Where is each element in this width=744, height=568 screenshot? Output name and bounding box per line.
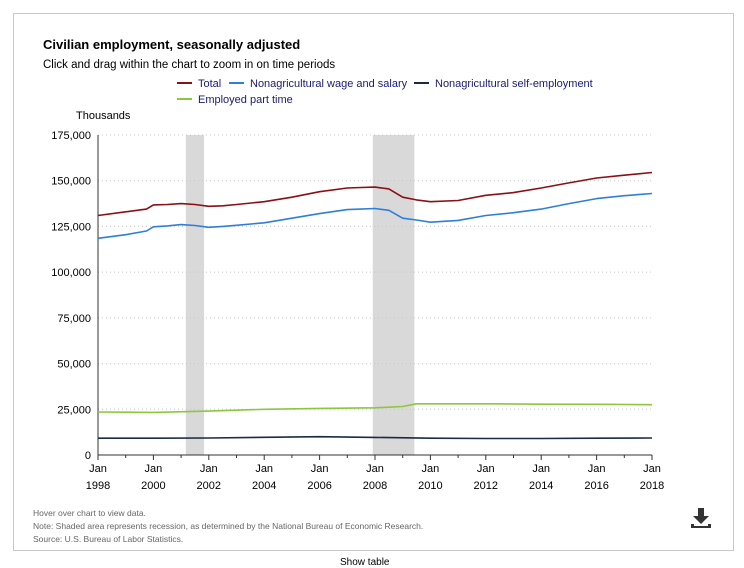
legend-item-total[interactable]: Total [177, 78, 221, 90]
x-tick-month: Jan [145, 463, 163, 475]
legend-swatch-total [177, 82, 192, 85]
y-tick-label: 50,000 [57, 359, 91, 371]
legend-item-part-time[interactable]: Employed part time [177, 94, 293, 106]
x-tick-year: 2000 [141, 480, 165, 492]
x-tick-year: 2014 [529, 480, 553, 492]
y-tick-label: 75,000 [57, 313, 91, 325]
series-line-1 [97, 192, 653, 240]
x-tick-year: 2016 [584, 480, 608, 492]
x-tick-month: Jan [477, 463, 495, 475]
download-icon[interactable] [690, 507, 712, 529]
x-tick-year: 2018 [640, 480, 664, 492]
x-tick-year: 2006 [307, 480, 331, 492]
x-tick-year: 2004 [252, 480, 276, 492]
hover-note: Hover over chart to view data. [33, 508, 146, 518]
x-tick-month: Jan [89, 463, 107, 475]
y-axis-label: Thousands [76, 110, 131, 122]
legend-label-self-employment: Nonagricultural self-employment [435, 78, 593, 90]
legend-item-wage-salary[interactable]: Nonagricultural wage and salary [229, 78, 407, 90]
source-note: Source: U.S. Bureau of Labor Statistics. [33, 534, 184, 544]
x-tick-year: 1998 [86, 480, 110, 492]
x-tick-month: Jan [643, 463, 661, 475]
legend-swatch-part-time [177, 98, 192, 101]
legend-label-total: Total [198, 78, 222, 90]
x-tick-month: Jan [532, 463, 550, 475]
series-line-2 [98, 435, 653, 440]
x-tick-month: Jan [588, 463, 606, 475]
recession-note: Note: Shaded area represents recession, … [33, 521, 424, 531]
x-tick-month: Jan [255, 463, 273, 475]
legend-label-wage-salary: Nonagricultural wage and salary [250, 78, 408, 90]
series-line-3 [97, 402, 653, 414]
y-tick-label: 0 [85, 450, 91, 462]
y-tick-label: 125,000 [51, 221, 91, 233]
legend-swatch-self-employment [414, 82, 429, 85]
y-tick-label: 100,000 [51, 267, 91, 279]
x-tick-year: 2012 [474, 480, 498, 492]
x-tick-year: 2008 [363, 480, 387, 492]
legend-label-part-time: Employed part time [198, 94, 293, 106]
x-tick-month: Jan [422, 463, 440, 475]
series-line-0 [97, 171, 653, 217]
y-tick-label: 150,000 [51, 176, 91, 188]
x-tick-year: 2002 [197, 480, 221, 492]
y-tick-label: 25,000 [57, 404, 91, 416]
x-tick-month: Jan [366, 463, 384, 475]
legend-swatch-wage-salary [229, 82, 244, 85]
chart-plot-area[interactable]: 175,000 150,000 125,000 100,000 75,000 50,000… [0, 0, 744, 500]
x-tick-year: 2010 [418, 480, 442, 492]
x-tick-month: Jan [200, 463, 218, 475]
x-tick-month: Jan [311, 463, 329, 475]
chart-title: Civilian employment, seasonally adjusted [43, 37, 301, 52]
chart-notes: Hover over chart to view data. Note: Sha… [33, 507, 423, 546]
y-tick-label: 175,000 [51, 130, 91, 142]
legend-item-self-employment[interactable]: Nonagricultural self-employment [414, 78, 593, 90]
chart-subtitle: Click and drag within the chart to zoom … [43, 59, 336, 71]
recession-band [185, 135, 205, 455]
